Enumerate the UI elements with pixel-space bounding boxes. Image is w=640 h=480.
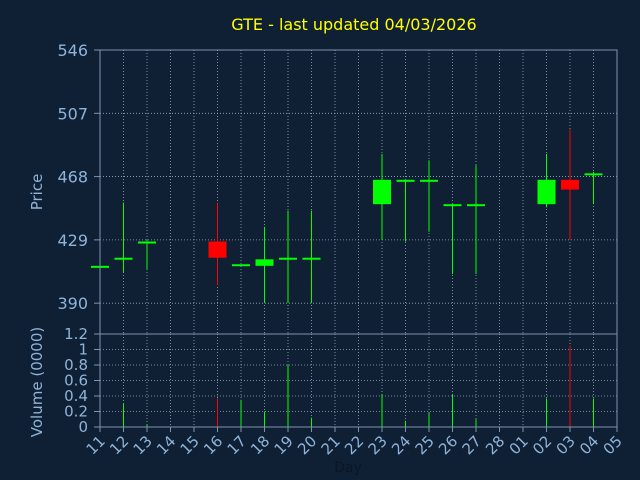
candle-body [467, 204, 485, 207]
candle-body [537, 179, 556, 205]
volume-tick-label: 0 [78, 418, 88, 436]
volume-tick-label: 1.2 [64, 325, 88, 343]
price-tick-label: 507 [57, 104, 88, 123]
candle-body [420, 179, 438, 182]
volume-axis: 00.20.40.60.811.2 [64, 325, 100, 436]
candle-body [443, 204, 462, 207]
candle-body [138, 241, 156, 244]
candles [91, 129, 603, 304]
price-tick-label: 546 [57, 41, 88, 60]
x-axis-label: Day [334, 460, 362, 476]
volume-panel-frame [99, 333, 618, 428]
candle-body [302, 257, 321, 260]
volume-tick-label: 0.2 [64, 403, 88, 421]
volume-axis-label: Volume (0000) [28, 327, 46, 437]
chart-title: GTE - last updated 04/03/2026 [231, 15, 476, 34]
price-tick-label: 468 [57, 168, 88, 187]
candle-body [584, 173, 603, 176]
volume-tick-label: 0.6 [64, 372, 88, 390]
volume-tick-label: 0.8 [64, 356, 88, 374]
volume-tick-label: 1 [78, 341, 88, 359]
candle-body [279, 257, 297, 260]
candle-body [255, 259, 274, 266]
candle-body [232, 264, 250, 267]
candle-body [114, 257, 133, 260]
price-axis: 390 429 468 507 546 [57, 41, 100, 313]
price-tick-label: 390 [57, 294, 88, 313]
price-axis-label: Price [28, 174, 46, 211]
candle-body [208, 241, 227, 258]
volume-tick-label: 0.4 [64, 387, 88, 405]
volume-bars [99, 345, 594, 427]
candle-body [373, 179, 391, 205]
price-tick-label: 429 [57, 231, 88, 250]
candle-body [561, 179, 579, 190]
candle-body [396, 179, 415, 182]
